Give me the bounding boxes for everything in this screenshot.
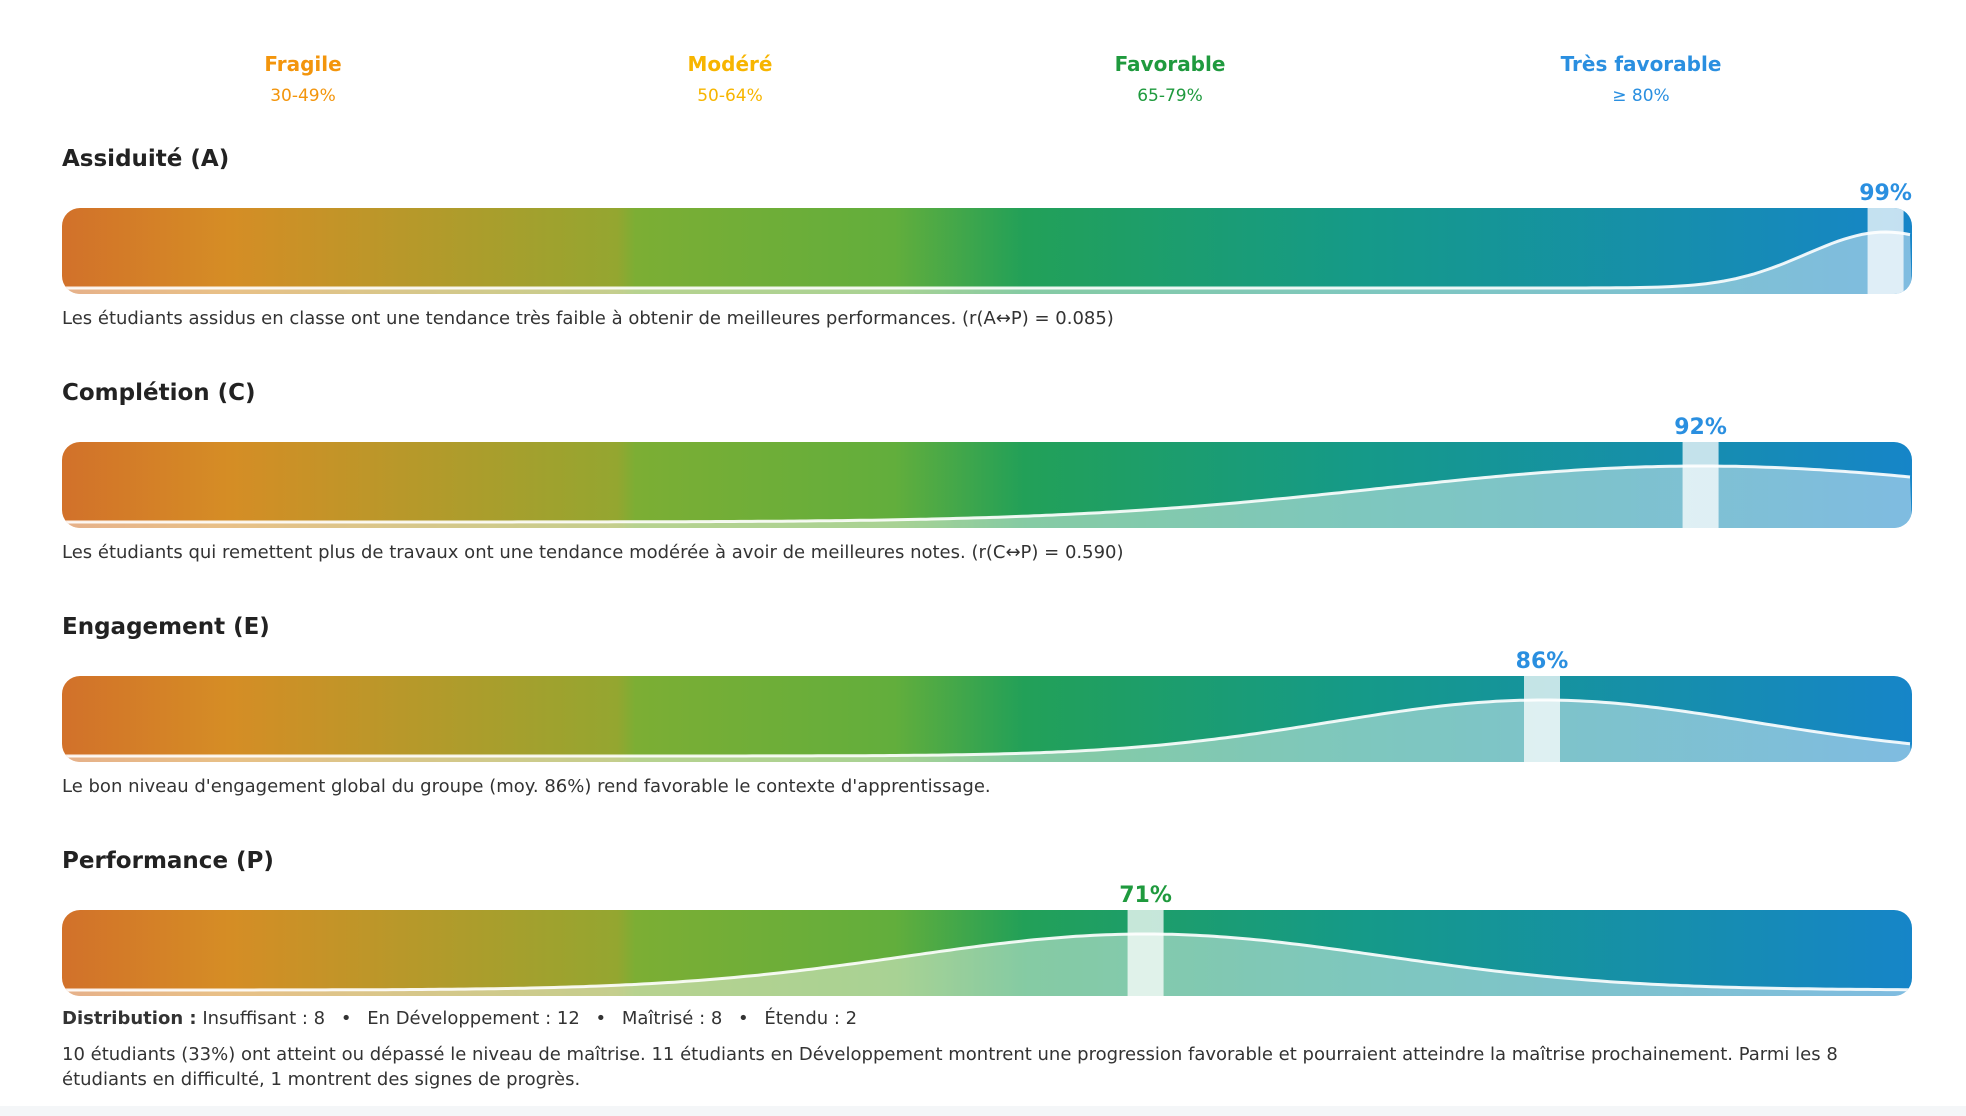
gauge-bar: 71% bbox=[62, 883, 1912, 996]
legend-tres-favorable: Très favorable ≥ 80% bbox=[1511, 52, 1771, 106]
section-engagement: Engagement (E) 86% Le bon niveau d'engag… bbox=[62, 614, 1912, 797]
gauge-svg: 86% bbox=[62, 649, 1912, 762]
mean-label: 86% bbox=[1516, 649, 1569, 674]
distribution-item: Insuffisant : 8 bbox=[202, 1008, 326, 1029]
section-title: Performance (P) bbox=[62, 848, 274, 874]
distribution-item: Étendu : 2 bbox=[764, 1008, 858, 1029]
legend-favorable: Favorable 65-79% bbox=[1040, 52, 1300, 106]
gauge-bar: 92% bbox=[62, 415, 1912, 528]
section-title: Complétion (C) bbox=[62, 380, 256, 406]
distribution-curve bbox=[62, 698, 1911, 758]
distribution-item: En Développement : 12 bbox=[367, 1008, 580, 1029]
section-performance: Performance (P) 71% Distribution : Insuf… bbox=[62, 848, 1912, 1090]
gauge-svg: 99% bbox=[62, 181, 1912, 294]
section-title: Assiduité (A) bbox=[62, 146, 230, 172]
mean-band bbox=[1867, 208, 1904, 294]
section-title: Engagement (E) bbox=[62, 614, 270, 640]
legend-modere-name: Modéré bbox=[687, 52, 773, 76]
section-caption: 10 étudiants (33%) ont atteint ou dépass… bbox=[62, 1044, 1838, 1090]
legend-favorable-range: 65-79% bbox=[1137, 86, 1203, 106]
gauge-bar: 86% bbox=[62, 649, 1912, 762]
distribution-area bbox=[62, 934, 1912, 996]
separator-dot: • bbox=[595, 1008, 607, 1029]
separator-dot: • bbox=[340, 1008, 352, 1029]
distribution-curve bbox=[62, 230, 1911, 290]
distribution-area bbox=[62, 232, 1912, 294]
section-assiduite: Assiduité (A) 99% Les étudiants assidus … bbox=[62, 146, 1912, 329]
distribution-curve bbox=[62, 464, 1911, 524]
legend-modere: Modéré 50-64% bbox=[600, 52, 860, 106]
mean-label: 92% bbox=[1674, 415, 1727, 440]
distribution-curve bbox=[62, 932, 1910, 992]
section-caption: Les étudiants qui remettent plus de trav… bbox=[62, 542, 1124, 563]
gradient-track bbox=[62, 442, 1912, 528]
legend-fragile: Fragile 30-49% bbox=[173, 52, 433, 106]
gauge-svg: 92% bbox=[62, 415, 1912, 528]
section-caption: Les étudiants assidus en classe ont une … bbox=[62, 308, 1114, 329]
distribution-line: Distribution : Insuffisant : 8 • En Déve… bbox=[62, 1008, 857, 1029]
section-completion: Complétion (C) 92% Les étudiants qui rem… bbox=[62, 380, 1912, 563]
gauge-bar: 99% bbox=[62, 181, 1912, 294]
legend-fragile-range: 30-49% bbox=[270, 86, 336, 106]
mean-band bbox=[1682, 442, 1719, 528]
legend-fragile-name: Fragile bbox=[264, 52, 342, 76]
mean-label: 99% bbox=[1859, 181, 1912, 206]
separator-dot: • bbox=[738, 1008, 749, 1029]
section-caption: Le bon niveau d'engagement global du gro… bbox=[62, 776, 991, 797]
legend-favorable-name: Favorable bbox=[1114, 52, 1226, 76]
gauge-svg: 71% bbox=[62, 883, 1912, 996]
mean-band bbox=[1127, 910, 1164, 996]
mean-label: 71% bbox=[1119, 883, 1172, 908]
distribution-area bbox=[62, 700, 1912, 762]
distribution-label: Distribution : bbox=[62, 1008, 197, 1029]
distribution-item: Maîtrisé : 8 bbox=[621, 1008, 723, 1029]
legend-tres-favorable-name: Très favorable bbox=[1560, 52, 1722, 76]
gradient-track bbox=[62, 910, 1912, 996]
legend-tres-favorable-range: ≥ 80% bbox=[1612, 86, 1670, 106]
gradient-track bbox=[62, 676, 1912, 762]
level-legend: Fragile 30-49% Modéré 50-64% Favorable 6… bbox=[0, 52, 1966, 112]
bottom-strip bbox=[0, 1106, 1966, 1116]
gradient-track bbox=[62, 208, 1912, 294]
mean-band bbox=[1524, 676, 1560, 762]
legend-modere-range: 50-64% bbox=[697, 86, 763, 106]
